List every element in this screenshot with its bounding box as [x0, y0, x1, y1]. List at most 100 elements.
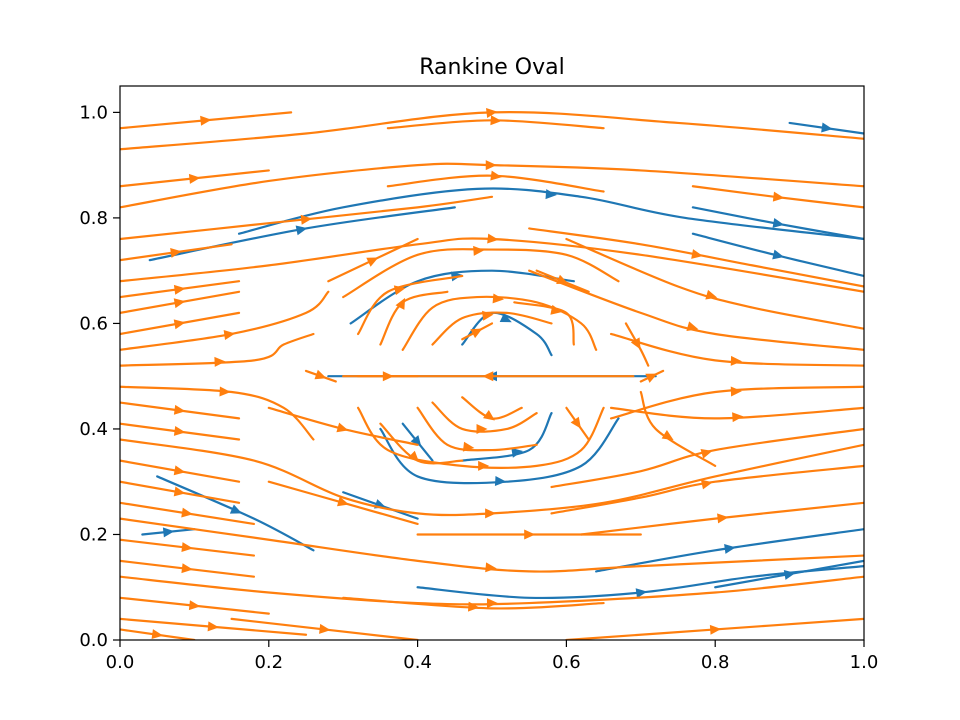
streamline-arrow — [407, 450, 420, 463]
streamline — [528, 269, 864, 351]
streamline-arrow — [483, 410, 495, 421]
streamline-arrow — [783, 569, 796, 580]
streamline-arrow — [173, 486, 186, 497]
streamline — [639, 390, 717, 467]
x-tick-label: 0.4 — [403, 652, 432, 673]
streamline — [120, 438, 864, 517]
streamline — [237, 187, 864, 241]
streamline — [356, 406, 605, 469]
plot-area — [120, 108, 864, 640]
streamline-arrow — [476, 423, 488, 434]
streamline-arrow — [395, 297, 406, 310]
streamline — [550, 427, 864, 489]
streamline-arrow — [524, 529, 536, 540]
streamline-arrow — [181, 542, 193, 553]
streamline-arrow — [478, 460, 490, 471]
streamline-arrow — [188, 600, 201, 611]
streamline-arrow — [545, 189, 557, 200]
streamline-arrow — [730, 386, 742, 397]
streamline-series-1 — [120, 108, 864, 640]
streamline-arrow — [173, 319, 186, 330]
streamline-arrow — [700, 449, 713, 459]
streamline-arrow — [482, 371, 494, 382]
streamline-arrow — [470, 328, 483, 339]
streamline-arrow — [730, 355, 742, 366]
streamline — [120, 195, 494, 241]
streamline-arrow — [732, 412, 744, 423]
streamline-arrow — [772, 218, 785, 228]
y-tick-label: 0.0 — [79, 630, 108, 651]
streamline — [609, 406, 864, 420]
streamline-series-0 — [141, 121, 864, 600]
streamline-arrow — [772, 191, 785, 202]
streamline-arrow — [173, 465, 186, 476]
streamline-arrow — [686, 321, 699, 332]
streamline — [401, 295, 598, 351]
streamline-arrow — [229, 504, 242, 514]
x-tick-label: 0.6 — [552, 652, 581, 673]
streamline-arrow — [173, 425, 186, 436]
streamline-arrow — [214, 356, 226, 367]
streamline-arrow — [200, 115, 212, 126]
streamline-arrow — [295, 225, 308, 236]
streamline — [379, 417, 620, 485]
streamline — [580, 501, 864, 536]
x-tick-label: 0.0 — [106, 652, 135, 673]
streamline-arrow — [499, 313, 512, 323]
streamline-arrow — [462, 441, 475, 452]
streamline — [120, 575, 864, 606]
streamline-arrow — [709, 624, 722, 635]
streamline — [356, 274, 464, 336]
streamline-arrow — [661, 430, 674, 441]
streamline-arrow — [511, 447, 523, 458]
streamline-arrow — [482, 310, 494, 321]
streamline-arrow — [724, 543, 736, 554]
streamline — [342, 248, 620, 299]
streamline — [513, 301, 575, 346]
streamline-arrow — [151, 629, 164, 639]
streamline — [120, 517, 864, 573]
streamline — [431, 401, 538, 433]
streamline-arrow — [486, 598, 498, 609]
streamline-arrow — [635, 588, 648, 599]
streamline-arrow — [492, 293, 504, 304]
streamline — [624, 322, 650, 367]
streamline — [120, 332, 315, 367]
streamline-arrow — [173, 404, 186, 415]
streamline-arrow — [485, 562, 497, 573]
y-tick-label: 0.8 — [79, 208, 108, 229]
streamline — [342, 596, 605, 610]
streamline-arrow — [630, 337, 641, 350]
y-tick-label: 0.4 — [79, 419, 108, 440]
streamline-arrow — [219, 386, 231, 397]
streamline-arrow — [717, 513, 729, 524]
streamline — [156, 475, 315, 552]
streamline-arrow — [485, 160, 497, 171]
y-tick-label: 0.6 — [79, 313, 108, 334]
streamline-arrow — [486, 108, 498, 118]
streamline-arrow — [223, 330, 236, 340]
streamline-arrow — [487, 233, 499, 244]
y-tick-label: 0.2 — [79, 524, 108, 545]
axes: 0.0 0.2 0.4 0.6 0.8 1.0 0.0 0.2 0.4 0.6 0.8 1.0 — [79, 85, 879, 673]
streamline-arrow — [337, 496, 349, 507]
streamline — [120, 162, 864, 209]
streamline-arrow — [393, 285, 406, 296]
streamline-arrow — [162, 527, 175, 538]
streamline-arrow — [550, 304, 563, 315]
x-tick-label: 1.0 — [850, 652, 879, 673]
chart-title: Rankine Oval — [419, 55, 564, 80]
streamline-arrow — [691, 249, 703, 259]
streamline-arrow — [570, 416, 582, 429]
streamline-arrow — [490, 170, 502, 181]
streamline-arrow — [366, 257, 379, 267]
x-tick-label: 0.2 — [254, 652, 283, 673]
streamline-arrow — [170, 247, 182, 258]
streamline-arrow — [645, 373, 658, 383]
streamline-arrow — [173, 298, 186, 309]
streamline — [120, 385, 315, 441]
x-tick-label: 0.8 — [701, 652, 730, 673]
streamline-arrow — [319, 623, 331, 634]
